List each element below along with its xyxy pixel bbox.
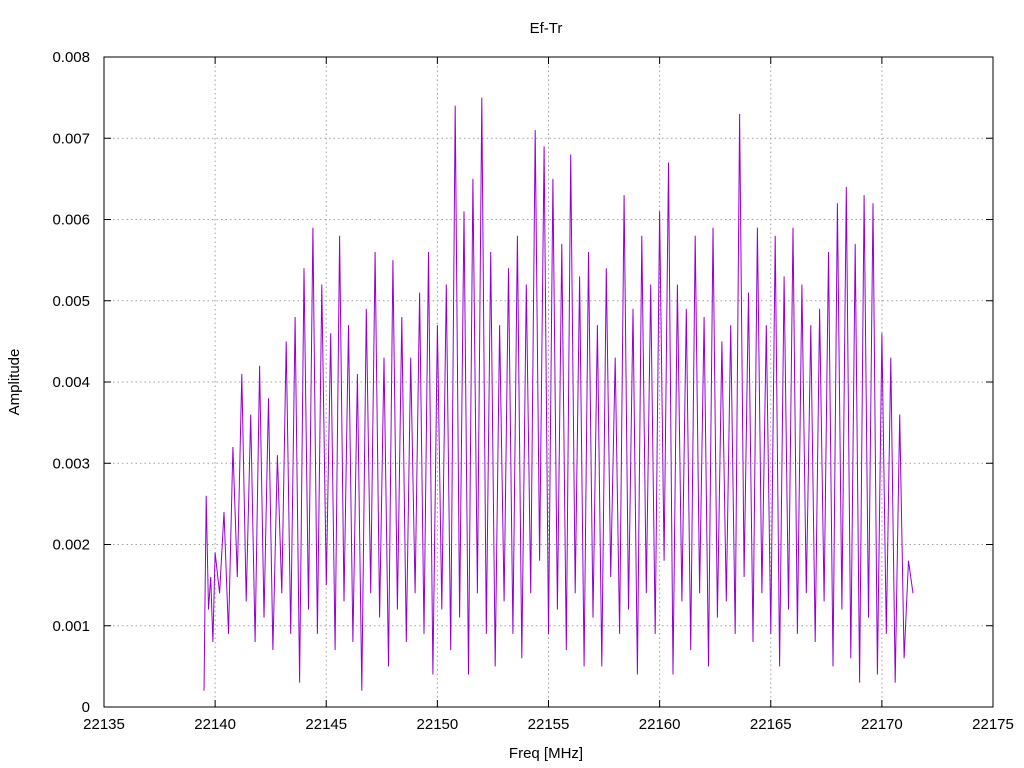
x-tick-label: 22160	[639, 716, 681, 733]
y-tick-label: 0.008	[52, 49, 90, 66]
series-line	[203, 97, 914, 691]
x-tick-label: 22165	[750, 716, 792, 733]
plot-frame	[103, 56, 994, 708]
x-tick-label: 22140	[194, 716, 236, 733]
y-axis-label: Amplitude	[6, 349, 23, 416]
y-tick-label: 0.007	[52, 130, 90, 147]
x-tick-label: 22135	[83, 716, 125, 733]
x-tick-label: 22150	[417, 716, 459, 733]
y-tick-labels: 0 0.001 0.002 0.003 0.004 0.005 0.006 0.007 0.00…	[52, 49, 90, 716]
y-tick-label: 0.002	[52, 537, 90, 554]
x-tick-labels: 22135 22140 22145 22150 22155 22160 22165 22170…	[83, 716, 1014, 733]
x-tick-label: 22175	[972, 716, 1014, 733]
x-tick-label: 22155	[528, 716, 570, 733]
y-tick-label: 0.004	[52, 374, 90, 391]
y-tick-label: 0.003	[52, 455, 90, 472]
y-tick-label: 0.005	[52, 293, 90, 310]
x-tick-label: 22145	[305, 716, 347, 733]
chart-title: Ef-Tr	[530, 20, 563, 37]
grid-lines	[104, 57, 993, 707]
y-tick-label: 0	[82, 699, 90, 716]
y-tick-label: 0.006	[52, 212, 90, 229]
x-tick-label: 22170	[861, 716, 903, 733]
y-tick-label: 0.001	[52, 618, 90, 635]
x-axis-label: Freq [MHz]	[509, 745, 583, 762]
